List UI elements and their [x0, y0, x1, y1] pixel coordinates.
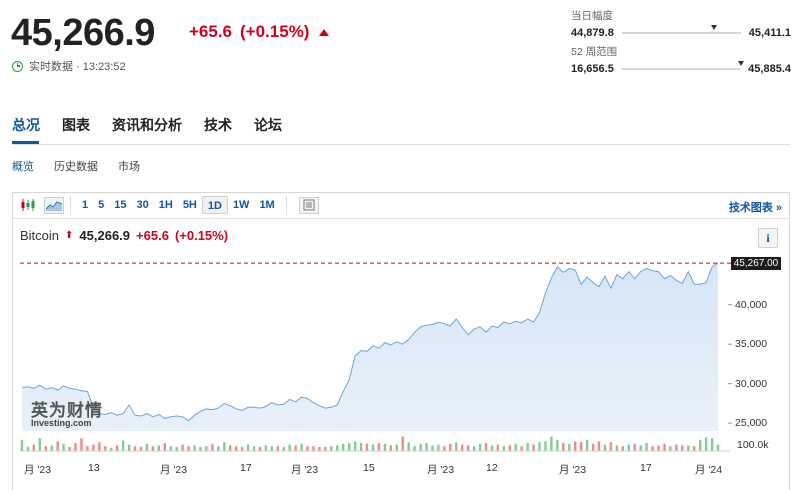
x-tick-label: 月 '23: [160, 464, 188, 476]
interval-1m[interactable]: 1M: [259, 199, 275, 211]
interval-30[interactable]: 30: [136, 199, 149, 211]
toolbar-divider: [70, 196, 71, 214]
tab-chart[interactable]: 图表: [62, 117, 90, 133]
subtab-markets[interactable]: 市场: [118, 161, 140, 173]
y-tick-label: 25,000: [735, 417, 768, 430]
investing-watermark: 英为财情 Investing.com: [31, 396, 103, 428]
quote-price: 45,266.9: [11, 12, 155, 54]
tab-forum[interactable]: 论坛: [254, 117, 282, 133]
sub-tabs: 概览 历史数据 市场: [12, 158, 140, 174]
y-tick-label: 40,000: [735, 298, 768, 311]
week52-range-high: 45,885.4: [748, 63, 791, 75]
x-tick-label: 月 '23: [427, 464, 455, 476]
subtab-summary[interactable]: 概览: [12, 161, 34, 173]
legend-value: 45,266.9: [79, 228, 131, 243]
realtime-label: 实时数据 · 13:23:52: [29, 61, 126, 73]
x-tick-label: 15: [363, 462, 375, 474]
main-tabs: 总况 图表 资讯和分析 技术 论坛: [12, 115, 282, 135]
legend-up-arrow-icon: ⬆: [65, 230, 74, 241]
tab-technical[interactable]: 技术: [204, 117, 232, 133]
interval-1[interactable]: 1: [82, 199, 89, 211]
area-chart-icon[interactable]: [44, 196, 64, 214]
x-tick-label: 13: [88, 462, 100, 474]
legend-instrument: Bitcoin: [20, 228, 60, 243]
interval-1w[interactable]: 1W: [232, 199, 250, 211]
y-tick-label: 30,000: [735, 377, 768, 390]
chart-settings-icon[interactable]: [298, 196, 319, 214]
day-range-marker: [711, 25, 718, 30]
chart-legend: Bitcoin ⬆ 45,266.9 +65.6 (+0.15%): [20, 228, 228, 243]
volume-axis-label: 100.0k: [737, 439, 769, 451]
week52-range-label: 52 周范围: [571, 46, 618, 58]
toolbar-divider: [285, 196, 287, 214]
last-price-tag: 45,267.00: [731, 256, 781, 270]
interval-5h[interactable]: 5H: [182, 199, 197, 211]
realtime-status: 实时数据 · 13:23:52: [12, 58, 126, 74]
x-tick-label: 月 '23: [24, 464, 52, 476]
legend-change-pct: (+0.15%): [174, 228, 229, 243]
tab-overview[interactable]: 总况: [12, 117, 40, 133]
interval-5[interactable]: 5: [98, 199, 105, 211]
x-tick-label: 月 '23: [291, 464, 319, 476]
x-tick-label: 17: [640, 462, 652, 474]
x-tick-label: 月 '23: [559, 464, 587, 476]
quote-change-value: +65.6: [189, 22, 233, 41]
quote-change-pct: (+0.15%): [240, 22, 310, 41]
tabs-divider: [12, 144, 790, 145]
week52-range-bar: [621, 61, 744, 70]
day-range-label: 当日幅度: [571, 10, 613, 22]
clock-icon: [12, 60, 23, 72]
quote-change: +65.6 (+0.15%): [189, 22, 330, 42]
info-button[interactable]: i: [758, 228, 778, 248]
day-range-high: 45,411.1: [748, 27, 791, 39]
active-tab-indicator: [12, 141, 39, 144]
y-tick-label: 35,000: [735, 338, 768, 351]
x-tick-label: 12: [486, 462, 498, 474]
up-arrow-icon: [319, 28, 330, 36]
interval-1d[interactable]: 1D: [201, 196, 228, 214]
day-range: 当日幅度 44,879.8 45,411.1: [571, 8, 791, 39]
chart-toolbar: 1 5 15 30 1H 5H 1D 1W 1M 技术图表 »: [12, 192, 790, 219]
x-tick-label: 月 '24: [695, 464, 723, 476]
tab-news-analysis[interactable]: 资讯和分析: [112, 117, 182, 133]
day-range-bar: [621, 25, 741, 34]
interval-15[interactable]: 15: [114, 199, 127, 211]
week52-range-marker: [737, 61, 744, 66]
x-tick-label: 17: [240, 462, 252, 474]
interval-1h[interactable]: 1H: [158, 199, 173, 211]
subtab-historical-data[interactable]: 历史数据: [54, 161, 98, 173]
chart-panel: [12, 192, 790, 490]
day-range-low: 44,879.8: [571, 27, 614, 39]
legend-change: +65.6: [136, 228, 169, 243]
week52-range: 52 周范围 16,656.5 45,885.4: [571, 44, 791, 75]
candlestick-icon[interactable]: [18, 197, 38, 214]
watermark-en: Investing.com: [31, 418, 92, 428]
watermark-cn: 英为财情: [31, 401, 103, 420]
technical-chart-link[interactable]: 技术图表 »: [728, 202, 782, 214]
week52-range-low: 16,656.5: [571, 63, 614, 75]
